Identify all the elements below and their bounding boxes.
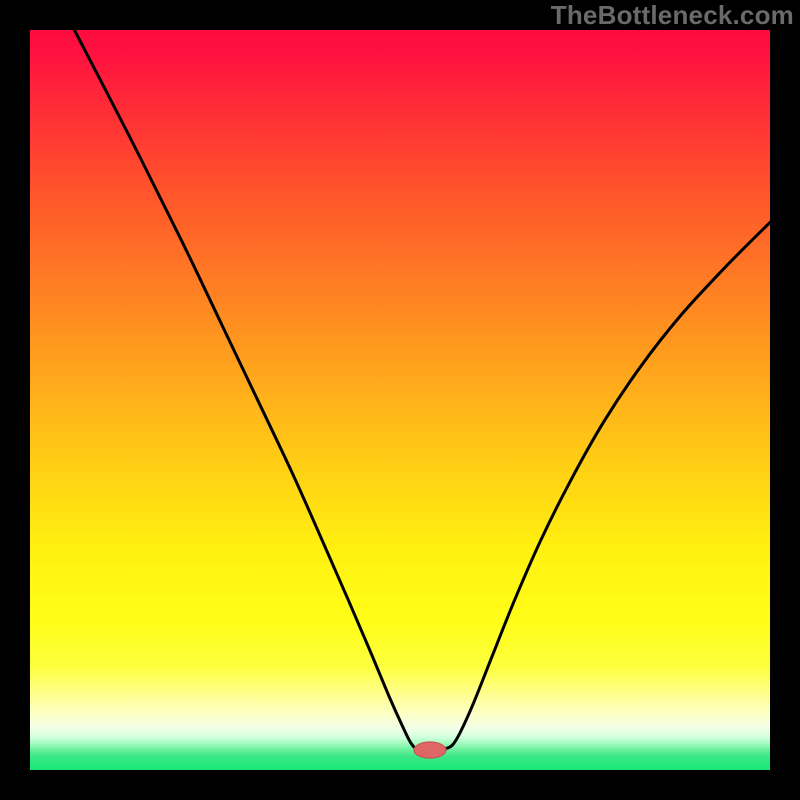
optimal-range-marker	[414, 742, 446, 758]
chart-stage: TheBottleneck.com	[0, 0, 800, 800]
watermark-text: TheBottleneck.com	[551, 0, 794, 31]
bottleneck-chart	[0, 0, 800, 800]
plot-background	[30, 30, 770, 770]
